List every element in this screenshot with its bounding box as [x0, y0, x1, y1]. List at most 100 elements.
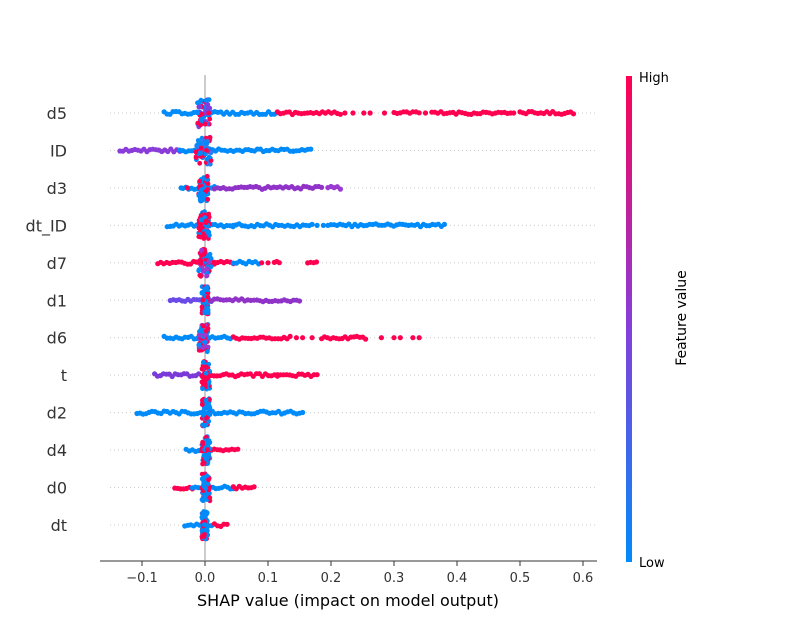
x-tick-label: −0.1 [126, 571, 158, 586]
dot [200, 386, 205, 392]
dot [319, 184, 325, 190]
dot [203, 140, 209, 146]
dot [313, 259, 320, 265]
feature-dots-d7 [155, 246, 320, 279]
dot [410, 335, 416, 341]
dot [265, 260, 271, 266]
dot [203, 527, 209, 533]
feature-label-d1: d1 [47, 291, 67, 310]
dot [200, 359, 206, 365]
dot [204, 273, 209, 279]
dot [441, 221, 447, 227]
dot [204, 349, 210, 355]
feature-dots-d5 [161, 97, 577, 130]
dot [198, 97, 204, 103]
dot [350, 110, 356, 116]
dot [397, 335, 403, 341]
dot [204, 173, 210, 179]
dot [198, 145, 204, 151]
x-ticks: −0.1 0.0 0.1 0.2 0.3 0.4 0.5 0.6 [126, 561, 593, 586]
feature-label-d2: d2 [47, 404, 67, 423]
dot [207, 116, 213, 122]
dot [201, 460, 207, 466]
dot [204, 147, 209, 153]
dot [196, 234, 202, 240]
dot [204, 218, 209, 224]
x-tick-label: 0.3 [384, 571, 405, 586]
dot [199, 366, 205, 372]
dot [391, 335, 397, 341]
dot [197, 178, 203, 184]
dot [201, 475, 207, 480]
dot [203, 485, 209, 491]
dot [203, 151, 208, 157]
dot [206, 214, 212, 220]
dot [197, 104, 203, 110]
dot [201, 533, 207, 539]
dot [205, 410, 211, 416]
shap-dots [117, 97, 577, 542]
dot [204, 284, 210, 290]
dot [201, 452, 207, 458]
dot [200, 297, 206, 303]
dot [205, 105, 211, 111]
dot [308, 146, 314, 152]
colorbar [626, 76, 632, 562]
feature-label-dt: dt [51, 516, 67, 535]
dot [184, 185, 190, 191]
dot [416, 335, 422, 341]
dot [208, 255, 214, 261]
dot [201, 192, 207, 197]
dot [201, 482, 206, 487]
dot [199, 290, 205, 296]
x-tick-label: 0.1 [258, 571, 279, 586]
dot [205, 447, 211, 452]
dot [200, 439, 206, 445]
dot [208, 150, 214, 156]
dot [204, 456, 210, 461]
dot [206, 154, 212, 160]
dot [203, 397, 209, 403]
dot [202, 381, 208, 387]
dot [206, 403, 212, 408]
dot [200, 345, 206, 350]
dot [197, 191, 203, 197]
dot [178, 185, 184, 191]
feature-dots-t [152, 359, 320, 392]
dot [202, 339, 208, 345]
dot [224, 521, 230, 527]
dot [207, 232, 212, 238]
dot [309, 221, 315, 227]
feature-dots-ID [117, 135, 314, 167]
dot [196, 267, 202, 273]
dot [205, 196, 211, 202]
dot [207, 251, 213, 257]
dot [203, 328, 209, 334]
x-tick-label: 0.4 [447, 571, 468, 586]
dot [309, 335, 315, 341]
dot [204, 438, 210, 444]
dot [200, 268, 206, 274]
dot [276, 260, 282, 266]
dot [199, 111, 205, 117]
dot [193, 155, 199, 161]
dot [337, 111, 343, 117]
dot [300, 335, 306, 341]
dot [207, 495, 213, 501]
dot [203, 98, 209, 103]
dot [259, 260, 265, 266]
x-tick-label: 0.2 [321, 571, 342, 586]
dot [296, 298, 303, 304]
dot [198, 260, 204, 266]
dot [202, 493, 208, 499]
dot [198, 217, 204, 223]
dot [199, 304, 205, 310]
dot [204, 364, 209, 370]
dot [208, 158, 214, 164]
dot [200, 397, 205, 403]
dot [199, 514, 205, 520]
dot [200, 422, 206, 428]
feature-label-t: t [61, 366, 67, 385]
feature-dots-d1 [167, 284, 303, 317]
